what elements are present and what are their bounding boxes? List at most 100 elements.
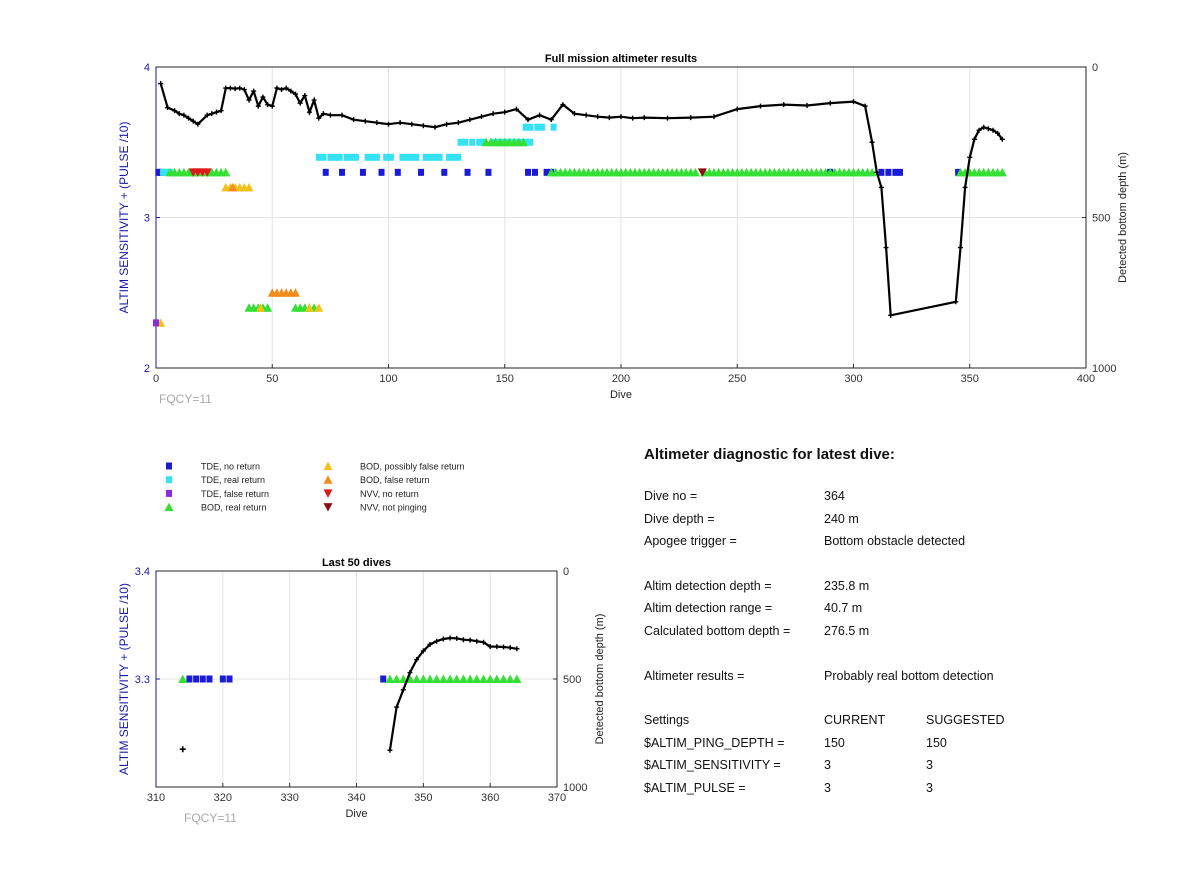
marker-bod-real [263,303,273,312]
marker-tde-real [352,153,359,161]
bottom-depth-point [560,102,566,108]
bottom-depth-point [572,111,577,117]
bottom-depth-point [327,112,333,118]
marker-bod-real [438,674,448,683]
x-tick-label: 100 [379,373,397,385]
bottom-depth-point [981,124,987,130]
y-tick-label: 2 [144,363,150,375]
x-tick-label: 350 [414,792,432,804]
bottom-depth-point [874,169,880,175]
marker-bod-possible [314,303,324,312]
marker-bod-real [492,674,502,683]
ping-depth-label: $ALTIM_PING_DEPTH = [644,735,785,750]
apogee-value: Bottom obstacle detected [824,534,966,549]
marker-bod-possible [256,303,266,312]
chart-title: Last 50 dives [322,557,391,569]
legend-marker-bod-false [323,475,333,484]
bottom-depth-points [158,81,1005,318]
x-tick-label: 330 [280,792,298,804]
y2-tick-label: 500 [563,674,581,686]
results-value: Probably real bottom detection [824,668,994,683]
y2-axis-label: Detected bottom depth (m) [1117,152,1129,283]
bottom-depth-point [260,94,266,100]
bottom-depth-point [302,93,308,99]
bottom-depth-point [467,117,473,123]
legend-marker-tde-no [166,462,172,470]
bottom-depth-point [976,127,982,133]
bottom-depth-point [427,641,433,647]
marker-bod-real [445,674,455,683]
marker-tde-false [153,319,159,327]
marker-tde-no [892,168,899,176]
sensitivity-label: $ALTIM_SENSITIVITY = [644,758,781,773]
bottom-depth-point [595,114,601,120]
marker-bod-possible [304,303,314,312]
bottom-depth-point [241,87,247,93]
bottom-depth-point [397,120,403,126]
marker-tde-no [441,168,448,176]
marker-tde-no [226,675,233,683]
results-label: Altimeter results = [644,668,745,683]
bottom-depth-point [394,704,400,710]
marker-bod-real [458,674,468,683]
bottom-depth-point [883,245,889,251]
marker-tde-real [427,153,434,161]
bottom-depth-point [630,115,636,121]
marker-tde-no [206,675,213,683]
bottom-depth-point [460,637,466,643]
bottom-depth-point [525,117,531,123]
bottom-depth-point [888,312,894,318]
marker-bod-real [178,674,188,683]
bottom-depth-point [165,105,171,111]
marker-bod-real [452,674,462,683]
diag-row-settings-header: Settings CURRENT SUGGESTED [644,713,1064,736]
marker-bod-real [392,674,402,683]
marker-tde-real [455,153,462,161]
bottom-depth-point [218,108,224,114]
y2-tick-label: 1000 [563,782,587,794]
bottom-depth-point [862,103,868,109]
marker-tde-real [538,123,545,131]
marker-tde-no [885,168,892,176]
marker-bod-real [867,167,877,177]
dive-depth-value: 240 m [824,511,859,526]
dive-no-value: 364 [824,489,845,503]
single-depth-point [179,746,186,753]
marker-tde-real [336,153,343,161]
detect-depth-label: Altim detection depth = [644,578,772,593]
bottom-depth-point [851,99,856,105]
y-tick-label: 3 [144,213,150,225]
legend-label: TDE, false return [201,489,269,499]
bottom-depth-point [293,91,298,97]
marker-tde-no [193,675,200,683]
bottom-depth-point [269,103,275,109]
x-tick-label: 370 [548,792,566,804]
bottom-depth-point [400,687,406,693]
bottom-depth-point [514,646,520,652]
marker-tde-real [527,123,534,131]
marker-bod-real [465,674,475,683]
y2-tick-label: 500 [1092,213,1110,225]
x-tick-label: 400 [1077,373,1095,385]
chart-title: Full mission altimeter results [545,53,697,65]
suggested-label: SUGGESTED [926,713,1005,728]
bottom-depth-point [362,118,368,124]
marker-tde-no [199,675,206,683]
marker-tde-no [418,168,425,176]
bottom-depth-point [204,112,210,118]
dive-no-label: Dive no = [644,489,698,503]
bottom-depth-point [513,106,519,112]
bottom-depth-point [548,117,554,123]
marker-tde-real [369,153,376,161]
marker-tde-real [436,153,443,161]
legend-label: TDE, no return [201,462,260,472]
marker-tde-no [394,168,401,176]
bottom-depth-point [479,114,484,120]
bottom-depth-point [407,670,413,676]
sensitivity-current: 3 [824,758,831,773]
bottom-depth-point [420,123,426,129]
diag-row-ping-depth: $ALTIM_PING_DEPTH = 150 150 [644,736,1064,759]
bottom-depth-point [967,154,973,160]
bottom-depth-point [172,108,178,114]
marker-bod-real [485,674,495,683]
